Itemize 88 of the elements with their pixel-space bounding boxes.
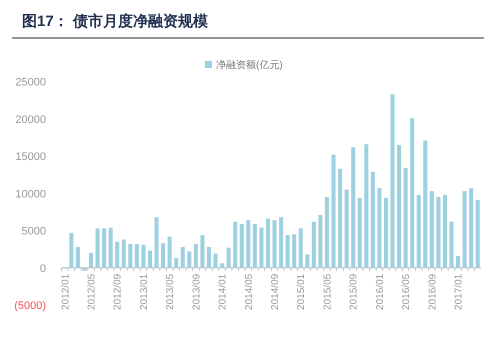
y-tick-label: 10000 (15, 188, 46, 200)
x-tick-label: 2017/01 (454, 273, 465, 310)
bar (102, 228, 106, 268)
bar (148, 250, 152, 268)
bar (226, 248, 231, 268)
y-tick-label: 25000 (15, 76, 46, 89)
bar (76, 246, 80, 268)
bar (358, 198, 362, 268)
bar (122, 240, 126, 268)
bar (69, 232, 74, 268)
x-tick-label: 2012/05 (86, 273, 98, 310)
x-tick-label: 2016/01 (374, 273, 386, 310)
bar (331, 154, 336, 268)
x-tick-label: 2015/09 (348, 273, 360, 310)
bar (344, 190, 349, 268)
y-tick-label: 15000 (15, 151, 46, 164)
bar (200, 235, 204, 268)
bar (168, 236, 172, 268)
bar (194, 244, 198, 268)
bar (292, 234, 296, 268)
bar (141, 244, 146, 268)
bar (233, 222, 238, 268)
bar (246, 220, 250, 268)
bar (384, 198, 388, 268)
bar (279, 217, 284, 268)
bar (416, 194, 421, 268)
bar (96, 228, 100, 268)
bar (108, 228, 113, 268)
y-tick-label: 5000 (22, 226, 46, 238)
bar (206, 246, 212, 268)
x-tick-label: 2015/05 (322, 273, 334, 310)
bar (298, 228, 303, 268)
x-tick-label: 2013/05 (165, 273, 176, 310)
bar (115, 242, 120, 268)
x-tick-label: 2016/05 (401, 273, 412, 310)
bar (462, 191, 467, 268)
bar (187, 251, 192, 268)
bar (180, 246, 185, 268)
bar (88, 252, 94, 268)
bar (410, 118, 414, 268)
bar (220, 263, 224, 268)
bar (442, 194, 447, 268)
legend-label: 净融资额(亿元) (216, 59, 283, 71)
bar (240, 224, 244, 268)
bar (259, 228, 264, 268)
bar (469, 188, 474, 268)
bar (476, 200, 480, 268)
bar (134, 244, 139, 268)
bar (154, 217, 159, 268)
bar (436, 197, 440, 268)
x-tick-label: 2014/05 (244, 273, 255, 310)
x-tick-label: 2013/01 (138, 273, 150, 310)
bar (390, 94, 395, 268)
chart-title: 图17： 债市月度净融资规模 (22, 12, 209, 30)
bar (214, 254, 218, 268)
bar (456, 256, 460, 268)
bar (364, 144, 368, 268)
x-tick-label: 2016/09 (427, 273, 438, 310)
bar (318, 214, 322, 268)
bar (128, 244, 132, 268)
bar (312, 222, 316, 268)
y-tick-label: 20000 (15, 114, 46, 126)
x-tick-label: 2013/09 (191, 273, 202, 310)
x-tick-label: 2012/01 (60, 273, 72, 310)
x-tick-label: 2014/01 (218, 273, 229, 310)
bar (404, 168, 408, 268)
x-tick-label: 2012/09 (112, 273, 124, 310)
bar (174, 258, 178, 268)
bar (266, 218, 270, 268)
bar (82, 268, 86, 271)
bar (324, 197, 329, 268)
bar (430, 191, 434, 268)
bar (286, 235, 290, 268)
bar (397, 144, 402, 268)
bar (377, 188, 382, 268)
bar (272, 220, 277, 268)
bar (305, 254, 310, 268)
bar (449, 222, 454, 268)
bar (161, 243, 166, 268)
bar (370, 172, 375, 268)
x-tick-label: 2015/01 (296, 273, 308, 310)
bar (338, 168, 342, 268)
y-tick-label: (5000) (14, 300, 46, 312)
bar (351, 147, 356, 268)
bar (252, 224, 257, 268)
x-tick-label: 2014/09 (270, 273, 282, 310)
y-tick-label: 0 (40, 262, 46, 275)
bar (423, 140, 428, 268)
